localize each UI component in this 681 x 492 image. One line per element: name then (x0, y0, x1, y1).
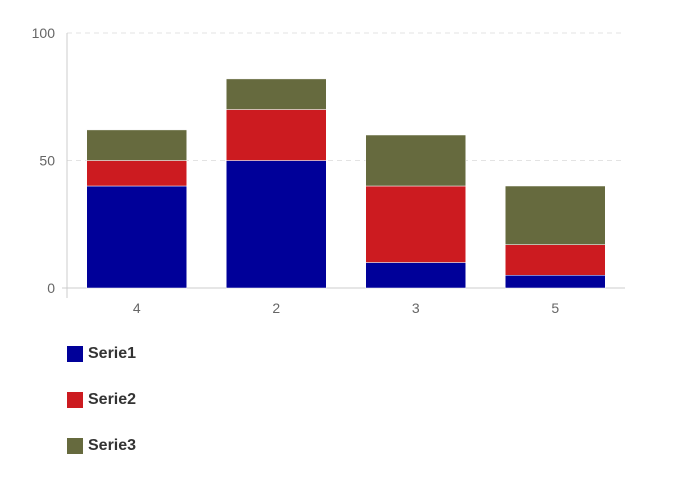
bar-segment-serie3-2[interactable] (226, 78, 327, 110)
bar-segment-serie3-3[interactable] (365, 134, 466, 187)
legend-item-serie3[interactable]: Serie3 (67, 435, 136, 457)
bar-segment-serie3-5[interactable] (505, 185, 606, 245)
x-tick-label: 5 (551, 300, 559, 316)
bars (86, 78, 606, 289)
y-tick-label: 50 (39, 153, 55, 169)
bar-segment-serie1-5[interactable] (505, 275, 606, 289)
x-tick-label: 3 (412, 300, 420, 316)
bar-segment-serie1-4[interactable] (86, 185, 187, 289)
legend-label: Serie2 (88, 391, 137, 408)
bar-segment-serie2-5[interactable] (505, 244, 606, 276)
legend-swatch (67, 438, 83, 454)
bar-segment-serie1-2[interactable] (226, 160, 327, 289)
bar-segment-serie1-3[interactable] (365, 262, 466, 289)
legend-label: Serie1 (88, 345, 137, 362)
stacked-bar-chart: 0 50 100 4 2 3 5 (32, 25, 625, 316)
x-tick-label: 4 (133, 300, 141, 316)
y-tick-label: 0 (47, 280, 55, 296)
y-tick-labels: 0 50 100 (32, 25, 56, 296)
bar-segment-serie2-3[interactable] (365, 185, 466, 263)
legend-swatch (67, 346, 83, 362)
x-tick-label: 2 (272, 300, 280, 316)
bar-segment-serie2-2[interactable] (226, 109, 327, 161)
legend-label: Serie3 (88, 437, 137, 454)
y-tick-label: 100 (32, 25, 56, 41)
bar-segment-serie2-4[interactable] (86, 160, 187, 187)
legend: Serie1 Serie2 Serie3 (67, 343, 136, 481)
x-tick-labels: 4 2 3 5 (133, 300, 560, 316)
legend-item-serie2[interactable]: Serie2 (67, 389, 136, 411)
legend-swatch (67, 392, 83, 408)
legend-item-serie1[interactable]: Serie1 (67, 343, 136, 365)
bar-segment-serie3-4[interactable] (86, 129, 187, 161)
